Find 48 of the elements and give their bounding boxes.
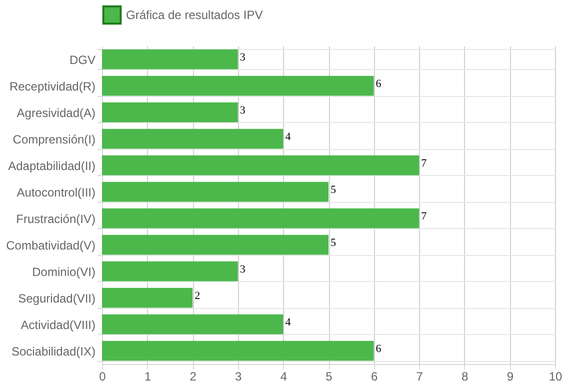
data-label: 4: [285, 130, 292, 143]
data-label: 5: [330, 236, 336, 249]
y-tick-label: Dominio(VI): [32, 264, 96, 279]
data-label: 7: [421, 210, 428, 222]
y-tick-label: Autocontrol(III): [16, 185, 96, 200]
bar: [102, 314, 284, 334]
bar: [102, 182, 328, 202]
bar: [102, 208, 420, 228]
bar: [102, 340, 374, 361]
data-label: 3: [240, 104, 246, 116]
data-label: 2: [194, 290, 200, 302]
x-tick-label: 8: [462, 370, 469, 384]
y-tick-label: Comprensión(I): [12, 132, 96, 146]
x-tick-label: 10: [548, 370, 562, 384]
bar: [102, 155, 420, 176]
data-label: 3: [240, 51, 246, 64]
x-tick-label: 1: [144, 370, 152, 384]
bar: [102, 102, 238, 122]
x-tick-label: 3: [235, 370, 242, 384]
y-tick-label: Actividad(VIII): [20, 318, 96, 332]
x-tick-label: 0: [99, 370, 106, 384]
data-label: 7: [421, 157, 428, 170]
bar: [102, 234, 328, 255]
bar: [102, 128, 284, 149]
data-label: 3: [240, 263, 246, 276]
y-tick-label: DGV: [69, 52, 96, 67]
y-tick-label: Adaptabilidad(II): [8, 158, 96, 173]
legend-label: Gráfica de resultados IPV: [126, 8, 263, 22]
y-tick-label: Receptividad(R): [9, 79, 96, 94]
data-label: 6: [376, 342, 382, 355]
x-tick-label: 7: [416, 370, 424, 384]
data-label: 6: [376, 78, 382, 90]
bar: [102, 76, 374, 96]
y-tick-label: Agresividad(A): [16, 106, 96, 120]
y-tick-label: Combatividad(V): [6, 238, 96, 252]
y-tick-label: Frustración(IV): [16, 212, 96, 226]
bar: [102, 288, 193, 308]
x-tick-label: 4: [280, 370, 288, 384]
data-label: 4: [285, 316, 292, 328]
bar: [102, 49, 238, 70]
y-tick-label: Sociabilidad(IX): [11, 344, 96, 358]
y-tick-label: Seguridad(VII): [18, 291, 96, 306]
x-tick-label: 6: [370, 370, 378, 384]
data-label: 5: [330, 184, 336, 196]
x-tick-label: 2: [190, 370, 197, 384]
x-tick-label: 9: [506, 370, 514, 384]
x-tick-label: 5: [326, 370, 333, 384]
bar: [102, 261, 238, 282]
